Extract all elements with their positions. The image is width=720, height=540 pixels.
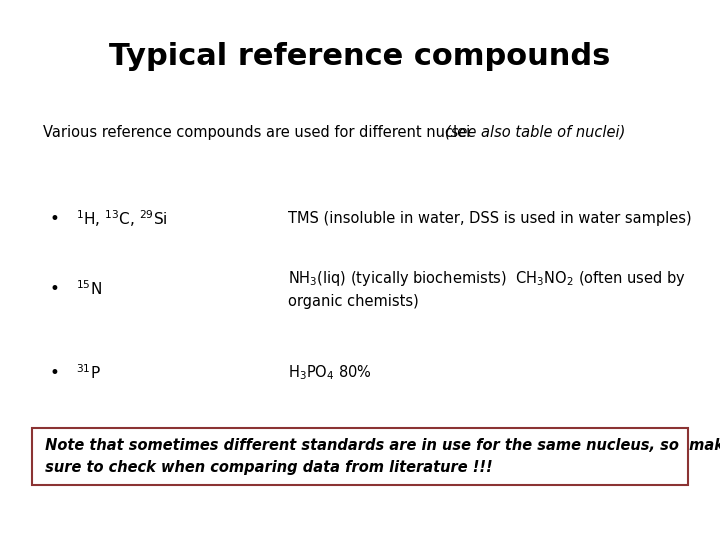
Text: Various reference compounds are used for different nuclei: Various reference compounds are used for… <box>43 125 475 140</box>
Text: (see also table of nuclei): (see also table of nuclei) <box>445 125 626 140</box>
Text: •: • <box>49 280 59 298</box>
Text: •: • <box>49 210 59 228</box>
Text: $^{31}$P: $^{31}$P <box>76 363 101 382</box>
Text: Note that sometimes different standards are in use for the same nucleus, so  mak: Note that sometimes different standards … <box>40 438 720 475</box>
Text: $^{1}$H, $^{13}$C, $^{29}$Si: $^{1}$H, $^{13}$C, $^{29}$Si <box>76 208 167 229</box>
Text: Typical reference compounds: Typical reference compounds <box>109 42 611 71</box>
Text: •: • <box>49 363 59 382</box>
Text: $^{15}$N: $^{15}$N <box>76 280 102 298</box>
Text: NH$_3$(liq) (tyically biochemists)  CH$_3$NO$_2$ (often used by
organic chemists: NH$_3$(liq) (tyically biochemists) CH$_3… <box>288 269 686 309</box>
Text: H$_3$PO$_4$ 80%: H$_3$PO$_4$ 80% <box>288 363 372 382</box>
FancyBboxPatch shape <box>32 428 688 485</box>
Text: TMS (insoluble in water, DSS is used in water samples): TMS (insoluble in water, DSS is used in … <box>288 211 692 226</box>
